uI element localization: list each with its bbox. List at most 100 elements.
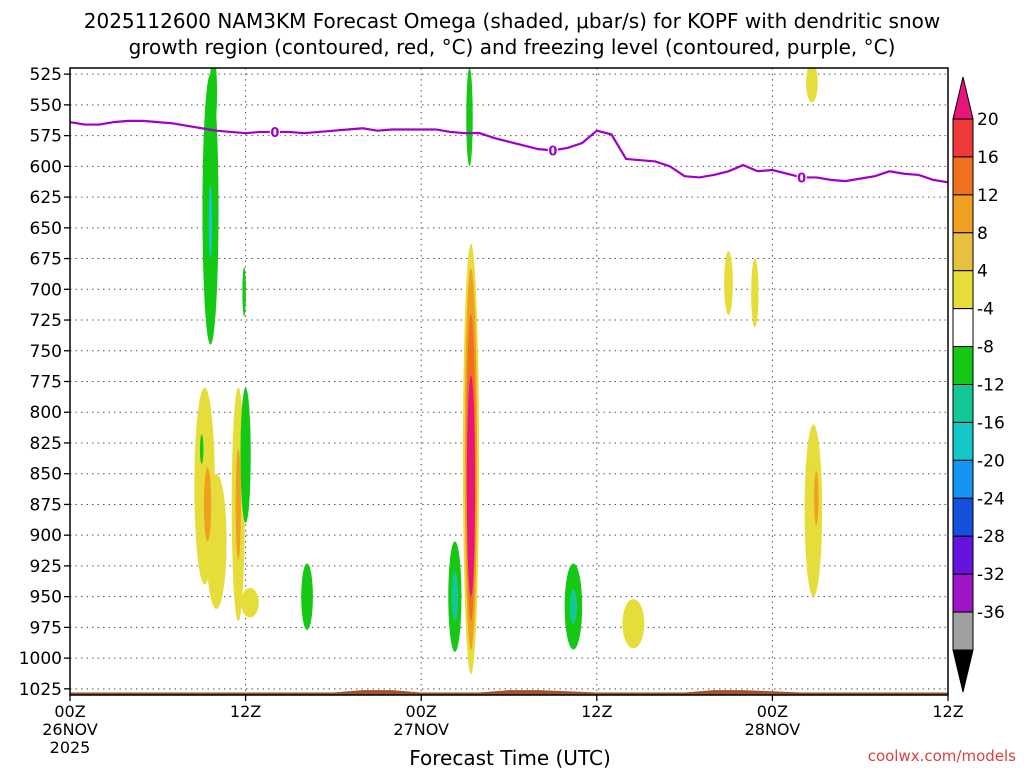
y-tick-label: 675	[30, 250, 62, 270]
colorbar-swatch	[952, 573, 974, 613]
terrain-fill	[70, 690, 948, 695]
x-tick-label: 27NOV	[393, 720, 449, 739]
y-tick-label: 700	[30, 280, 62, 300]
colorbar-swatch	[952, 232, 974, 272]
x-tick-label: 26NOV	[42, 720, 98, 739]
x-axis-label: Forecast Time (UTC)	[409, 746, 611, 768]
y-tick-label: 600	[30, 157, 62, 177]
omega-patch	[622, 599, 645, 649]
colorbar-label: -32	[977, 565, 1005, 585]
y-tick-label: 875	[30, 495, 62, 515]
colorbar-label: 12	[977, 186, 999, 206]
x-tick-label: 00Z	[406, 702, 437, 721]
colorbar-swatch	[952, 611, 974, 651]
freezing-level-contour: 0 0 0	[70, 119, 948, 186]
x-tick-label: 2025	[50, 738, 91, 757]
x-tick-label: 28NOV	[745, 720, 801, 739]
freezing-level-contour-label: 0	[548, 144, 557, 159]
omega-patch	[206, 473, 227, 609]
y-tick-label: 750	[30, 342, 62, 362]
omega-patch	[235, 449, 241, 560]
colorbar-label: 16	[977, 148, 999, 168]
colorbar-label: -12	[977, 376, 1005, 396]
colorbar-label: -16	[977, 413, 1005, 433]
freezing-level-line	[70, 119, 948, 184]
colorbar-label: -24	[977, 489, 1005, 509]
colorbar-swatch	[952, 194, 974, 234]
chart-title-line-2: growth region (contoured, red, °C) and f…	[129, 35, 896, 59]
terrain	[70, 690, 948, 695]
contour-label-bg	[269, 123, 280, 139]
y-tick-label: 925	[30, 557, 62, 577]
y-tick-label: 1000	[19, 649, 62, 669]
y-tick-label: 725	[30, 311, 62, 331]
omega-patch	[203, 467, 212, 542]
colorbar-swatch	[952, 459, 974, 499]
colorbar-label: -20	[977, 451, 1005, 471]
gridlines	[69, 68, 949, 695]
colorbar-label: 4	[977, 262, 988, 282]
x-tick-label: 00Z	[54, 702, 85, 721]
omega-patch	[466, 375, 476, 597]
chart-title-line-1: 2025112600 NAM3KM Forecast Omega (shaded…	[84, 9, 940, 33]
colorbar-top-triangle	[952, 76, 974, 120]
x-tick-label: 12Z	[581, 702, 612, 721]
omega-patch	[242, 267, 246, 317]
colorbar-swatch	[952, 270, 974, 310]
y-axis: 525 550 575 600 625 650 675 700 725 750 775 800 825 8…	[19, 65, 70, 700]
omega-patch	[209, 68, 218, 130]
omega-patch	[751, 258, 759, 328]
omega-patch	[466, 68, 473, 167]
y-tick-label: 950	[30, 588, 62, 608]
y-tick-label: 525	[30, 65, 62, 85]
colorbar-swatch	[952, 421, 974, 461]
x-tick-label: 12Z	[230, 702, 261, 721]
colorbar-swatch	[952, 497, 974, 537]
credit-text: coolwx.com/models	[868, 747, 1016, 765]
y-tick-label: 550	[30, 96, 62, 116]
y-tick-label: 575	[30, 127, 62, 147]
y-tick-label: 650	[30, 219, 62, 239]
omega-patch	[451, 572, 459, 622]
y-tick-label: 825	[30, 434, 62, 454]
omega-patch	[804, 424, 823, 597]
colorbar-label: -8	[977, 338, 994, 358]
y-tick-label: 800	[30, 403, 62, 423]
colorbar-swatch	[952, 535, 974, 575]
freezing-level-contour-label: 0	[270, 126, 279, 141]
omega-patch	[814, 471, 819, 526]
colorbar-swatch	[952, 346, 974, 386]
contour-label-bg	[796, 169, 807, 185]
colorbar-label: 8	[977, 224, 988, 244]
colorbar-label: -36	[977, 603, 1005, 623]
colorbar: 20 16 12 8 4 -4 -8 -12 -16 -20 -24 -28 -32 -36	[952, 76, 1005, 693]
y-tick-label: 900	[30, 526, 62, 546]
y-tick-label: 850	[30, 465, 62, 485]
omega-patch	[301, 563, 313, 630]
colorbar-label: -28	[977, 527, 1005, 547]
colorbar-swatch	[952, 156, 974, 196]
colorbar-label: -4	[977, 300, 994, 320]
x-tick-label: 00Z	[757, 702, 788, 721]
colorbar-label: 20	[977, 110, 999, 130]
omega-patch	[241, 588, 259, 618]
freezing-level-contour-label: 0	[797, 171, 806, 186]
omega-patch	[208, 184, 213, 259]
omega-patch	[240, 387, 251, 523]
contour-label-bg	[547, 142, 558, 158]
omega-patch	[199, 434, 204, 464]
y-tick-label: 975	[30, 618, 62, 638]
y-tick-label: 775	[30, 373, 62, 393]
colorbar-swatch	[952, 384, 974, 423]
colorbar-bottom-triangle	[952, 649, 974, 693]
omega-shading	[194, 68, 823, 675]
omega-patch	[724, 251, 733, 316]
colorbar-swatch	[952, 118, 974, 158]
omega-patch	[806, 68, 818, 103]
y-tick-label: 1025	[19, 680, 62, 700]
x-tick-label: 12Z	[932, 702, 963, 721]
colorbar-swatch	[952, 308, 974, 348]
plot-frame	[69, 67, 949, 696]
